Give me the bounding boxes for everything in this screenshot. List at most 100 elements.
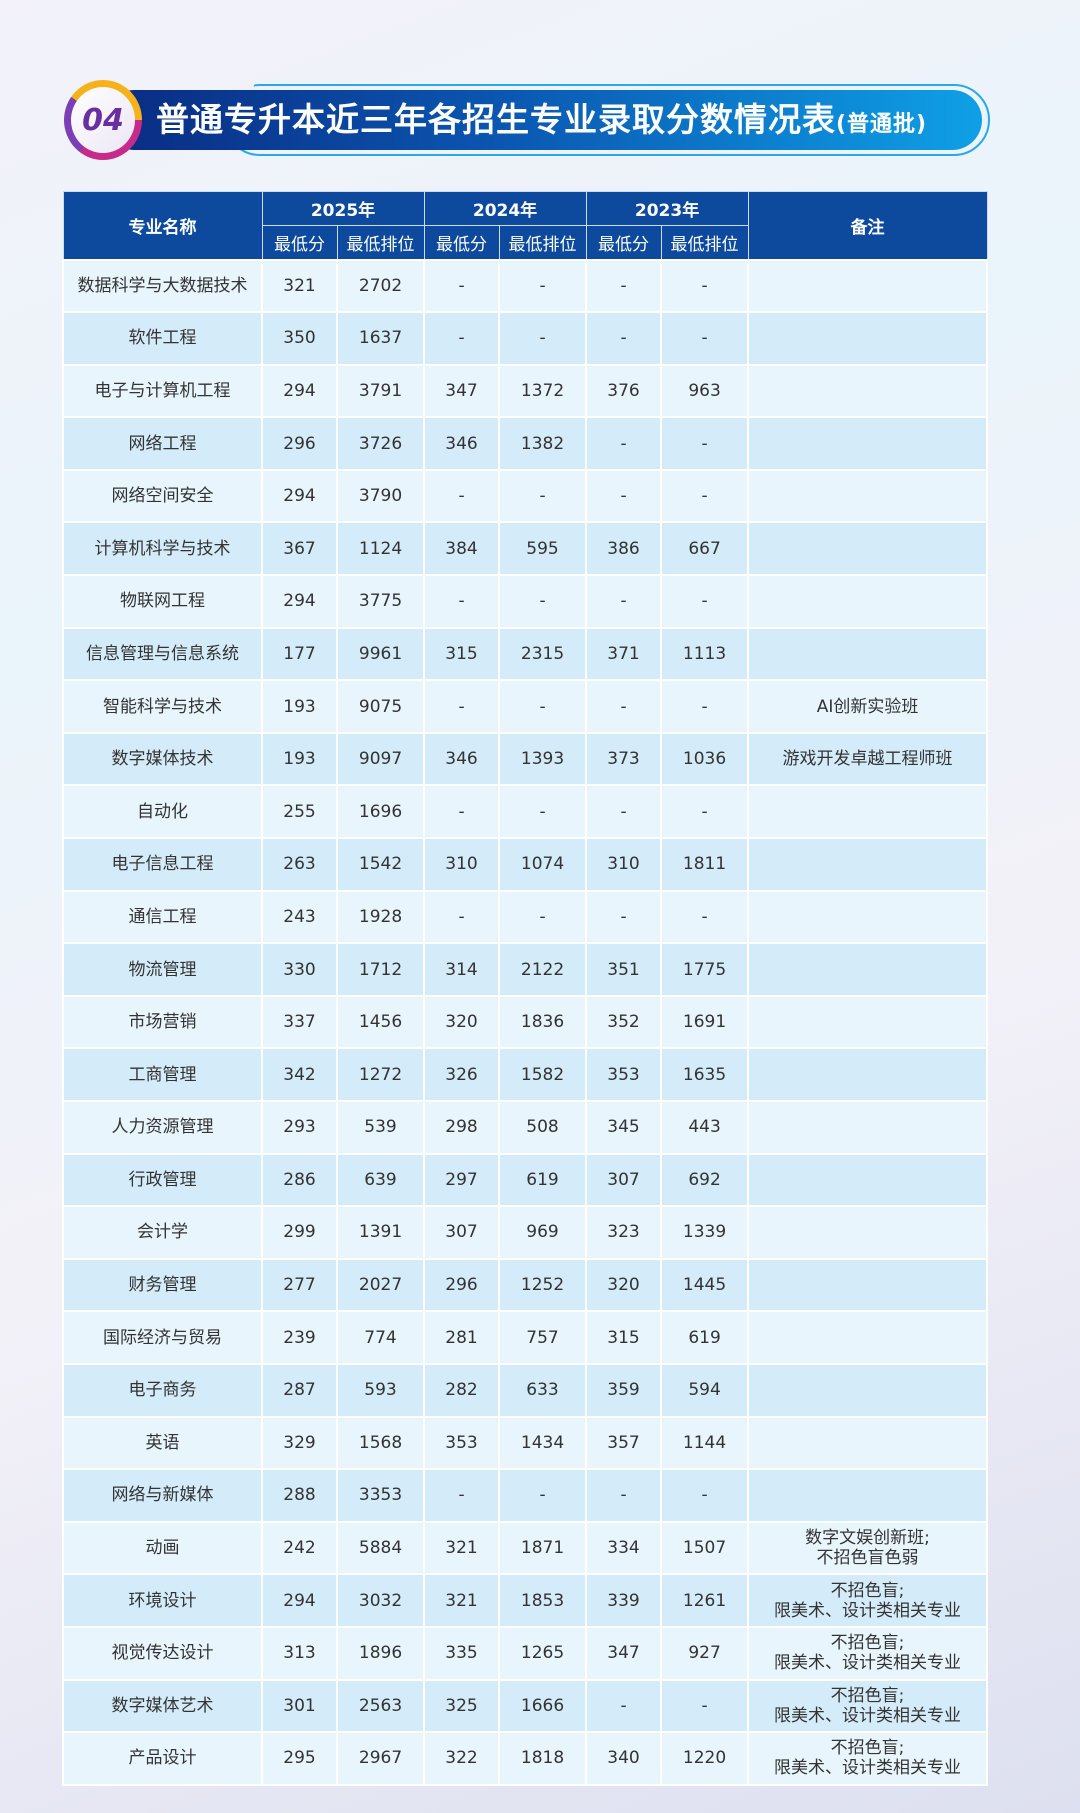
- min-rank-2025: 9097: [335, 731, 426, 787]
- header-min-score: 最低分: [423, 225, 500, 260]
- min-rank-2023: 1635: [660, 1047, 750, 1102]
- min-rank-2025: 1568: [335, 1415, 426, 1471]
- min-rank-2024: 1871: [498, 1520, 588, 1576]
- min-rank-2023: 692: [660, 1152, 750, 1208]
- min-rank-2024: 1265: [498, 1625, 588, 1681]
- admission-score-table: 专业名称 2025年 2024年 2023年 备注 最低分 最低排位 最低分 最…: [62, 191, 989, 1786]
- min-score-2025: 242: [261, 1520, 338, 1576]
- note: AI创新实验班: [747, 679, 989, 734]
- min-rank-2025: 2027: [335, 1257, 426, 1313]
- min-rank-2024: 1382: [498, 416, 588, 471]
- min-score-2025: 293: [261, 1100, 338, 1155]
- min-score-2025: 295: [261, 1731, 338, 1786]
- min-rank-2025: 1391: [335, 1205, 426, 1260]
- note: [747, 994, 989, 1050]
- min-rank-2024: 1666: [498, 1678, 588, 1734]
- note: [747, 889, 989, 945]
- min-rank-2024: 1836: [498, 994, 588, 1050]
- header-min-rank: 最低排位: [336, 225, 425, 260]
- min-rank-2025: 3726: [335, 416, 426, 471]
- min-score-2024: 384: [423, 521, 501, 577]
- min-rank-2024: 1818: [498, 1731, 588, 1786]
- min-rank-2023: 1220: [660, 1731, 750, 1786]
- min-rank-2025: 2702: [335, 258, 426, 314]
- table-row: 网络与新媒体 288 3353- - - -: [62, 1468, 989, 1523]
- note: [747, 1310, 989, 1365]
- min-score-2023: 386: [585, 521, 663, 577]
- min-score-2024: 326: [423, 1047, 501, 1102]
- table-row: 视觉传达设计 313 1896 335 1265 347 927 不招色盲; 限美术、设计类相…: [62, 1625, 989, 1681]
- note: [747, 521, 989, 577]
- note: 数字文娱创新班; 不招色盲色弱: [747, 1520, 989, 1576]
- min-rank-2024: 619: [498, 1152, 588, 1208]
- header-year-2023: 2023年: [585, 191, 749, 226]
- major-name: 电子信息工程: [62, 837, 263, 892]
- table-row: 产品设计 295 2967 322 1818 340 1220 不招色盲; 限美术、设计类相关…: [62, 1731, 989, 1786]
- note: [747, 1257, 989, 1313]
- table-row: 智能科学与技术 193 9075- - - - AI创新实验班: [62, 679, 989, 734]
- min-score-2025: 177: [261, 626, 338, 682]
- min-rank-2023: -: [660, 889, 750, 945]
- header-min-rank: 最低排位: [660, 225, 749, 260]
- min-score-2025: 301: [261, 1678, 338, 1734]
- major-name: 网络空间安全: [62, 468, 263, 524]
- min-rank-2024: -: [498, 784, 588, 840]
- major-name: 行政管理: [62, 1152, 263, 1208]
- min-rank-2023: 1113: [660, 626, 750, 682]
- major-name: 数字媒体艺术: [62, 1678, 263, 1734]
- min-rank-2025: 1896: [335, 1625, 426, 1681]
- min-rank-2025: 1456: [335, 994, 426, 1050]
- min-score-2024: 335: [423, 1625, 501, 1681]
- min-rank-2025: 639: [335, 1152, 426, 1208]
- min-score-2024: -: [423, 1468, 501, 1523]
- min-score-2025: 294: [261, 1573, 338, 1628]
- min-score-2023: 307: [585, 1152, 663, 1208]
- min-score-2023: 371: [585, 626, 663, 682]
- min-rank-2023: -: [660, 416, 750, 471]
- min-score-2024: -: [423, 468, 501, 524]
- major-name: 英语: [62, 1415, 263, 1471]
- min-score-2023: -: [585, 679, 663, 734]
- min-score-2024: 298: [423, 1100, 501, 1155]
- major-name: 动画: [62, 1520, 263, 1576]
- min-rank-2025: 1637: [335, 311, 426, 366]
- note: [747, 258, 989, 314]
- min-rank-2024: 1434: [498, 1415, 588, 1471]
- table-row: 电子信息工程 263 1542 310 1074 310 1811: [62, 837, 989, 892]
- min-rank-2023: 1507: [660, 1520, 750, 1576]
- min-score-2025: 329: [261, 1415, 338, 1471]
- min-score-2025: 321: [261, 258, 338, 314]
- banner-bar: [104, 90, 982, 150]
- min-score-2024: 346: [423, 416, 501, 471]
- min-rank-2023: 1811: [660, 837, 750, 892]
- min-score-2023: 310: [585, 837, 663, 892]
- min-rank-2024: 2122: [498, 942, 588, 997]
- major-name: 市场营销: [62, 994, 263, 1050]
- min-score-2024: -: [423, 258, 501, 314]
- min-score-2023: -: [585, 1678, 663, 1734]
- min-rank-2024: 969: [498, 1205, 588, 1260]
- major-name: 国际经济与贸易: [62, 1310, 263, 1365]
- min-score-2024: -: [423, 679, 501, 734]
- min-score-2024: 282: [423, 1362, 501, 1418]
- min-rank-2024: -: [498, 311, 588, 366]
- min-score-2025: 239: [261, 1310, 338, 1365]
- header-major: 专业名称: [62, 191, 263, 260]
- major-name: 数字媒体技术: [62, 731, 263, 787]
- min-score-2025: 193: [261, 731, 338, 787]
- min-score-2023: 347: [585, 1625, 663, 1681]
- min-rank-2025: 5884: [335, 1520, 426, 1576]
- min-score-2023: -: [585, 311, 663, 366]
- min-rank-2025: 1124: [335, 521, 426, 577]
- min-rank-2023: -: [660, 258, 750, 314]
- major-name: 信息管理与信息系统: [62, 626, 263, 682]
- note: [747, 1205, 989, 1260]
- header-min-score: 最低分: [585, 225, 662, 260]
- min-score-2024: 281: [423, 1310, 501, 1365]
- min-score-2025: 313: [261, 1625, 338, 1681]
- note: [747, 784, 989, 840]
- min-score-2023: 351: [585, 942, 663, 997]
- min-score-2024: 315: [423, 626, 501, 682]
- min-score-2023: -: [585, 784, 663, 840]
- min-score-2023: 373: [585, 731, 663, 787]
